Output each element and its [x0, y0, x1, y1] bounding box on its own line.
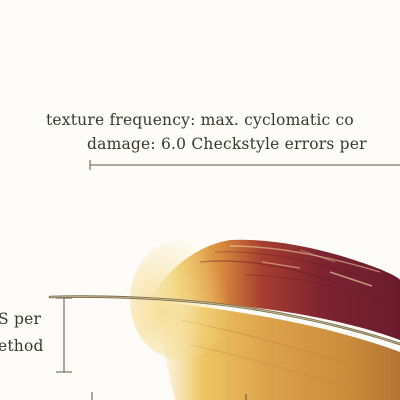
height-bracket	[56, 297, 72, 373]
bottom-ticks	[91, 392, 247, 400]
legend-texture-line: texture frequency: max. cyclomatic co	[46, 111, 354, 129]
feather-quill	[48, 295, 400, 346]
legend-damage-line: damage: 6.0 Checkstyle errors per	[87, 135, 367, 153]
side-label-line2: ethod	[0, 337, 44, 355]
side-label-line1: S per	[0, 310, 42, 328]
legend-scale-rule	[89, 160, 400, 170]
